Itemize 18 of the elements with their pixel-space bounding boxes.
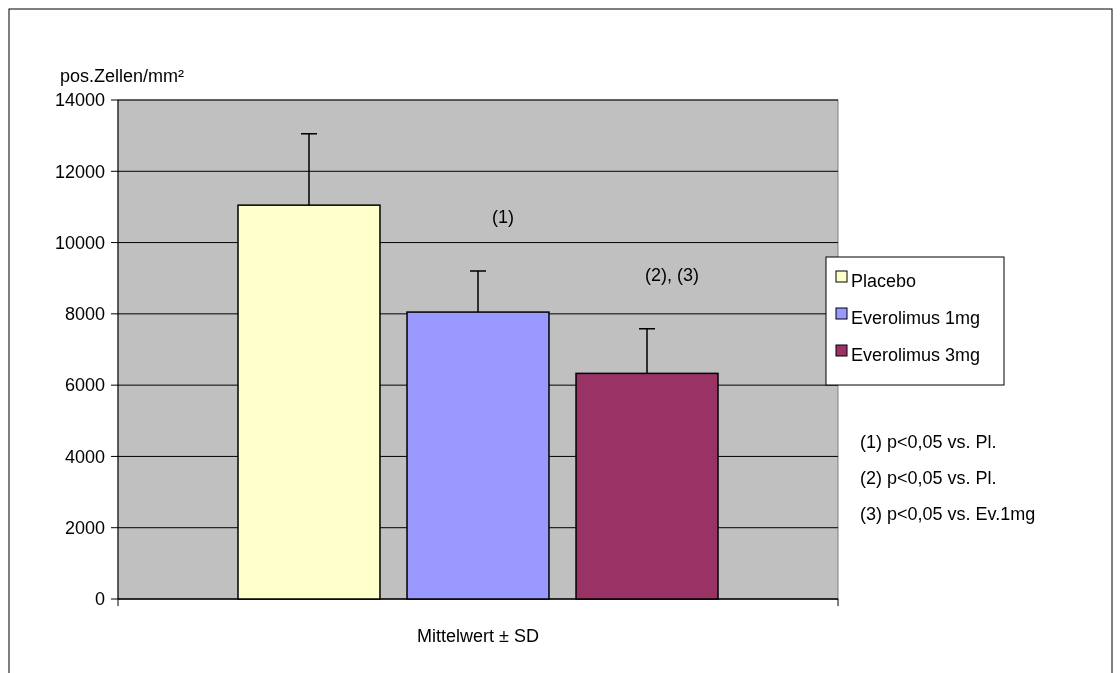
legend-label: Everolimus 1mg: [851, 308, 981, 329]
y-tick-label: 6000: [64, 375, 105, 396]
y-tick-label: 2000: [64, 518, 105, 539]
y-tick-label: 10000: [54, 232, 105, 253]
y-tick-label: 12000: [54, 161, 105, 182]
annotation: (1): [492, 207, 514, 228]
text: (3) p<0,05 vs. Ev.1mg: [860, 504, 1036, 524]
text: (2) p<0,05 vs. Pl.: [860, 468, 997, 488]
annotation: (2), (3): [645, 264, 700, 285]
y-tick-label: 0: [94, 589, 105, 610]
y-tick-label: 4000: [64, 446, 105, 467]
y-tick-label: 14000: [54, 90, 105, 111]
text: (1) p<0,05 vs. Pl.: [860, 432, 997, 452]
y-tick-label: 8000: [64, 304, 105, 325]
legend-label: Placebo: [851, 271, 917, 292]
x-tick-label: Mittelwert ± SD: [417, 626, 539, 646]
legend-label: Everolimus 3mg: [851, 345, 981, 366]
y-axis-title: pos.Zellen/mm²: [60, 66, 185, 86]
